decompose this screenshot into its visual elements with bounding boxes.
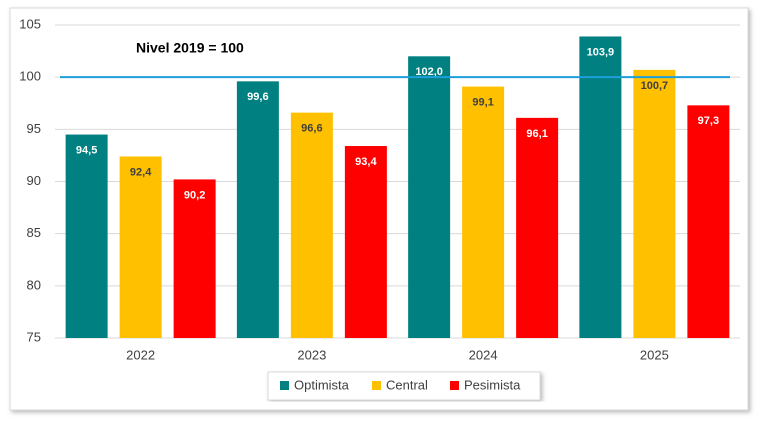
bar bbox=[687, 105, 730, 338]
value-label: 102,0 bbox=[415, 66, 443, 78]
legend-box bbox=[267, 371, 541, 401]
value-label: 96,1 bbox=[526, 128, 547, 140]
x-tick-label: 2023 bbox=[297, 347, 326, 362]
y-tick-label: 85 bbox=[27, 225, 41, 240]
bar bbox=[408, 56, 451, 339]
legend-swatch bbox=[280, 381, 289, 390]
bar bbox=[236, 81, 279, 338]
bar bbox=[173, 179, 216, 338]
value-label: 100,7 bbox=[641, 80, 669, 92]
bar bbox=[65, 134, 108, 338]
value-label: 90,2 bbox=[184, 189, 205, 201]
legend-label: Central bbox=[386, 377, 428, 392]
value-label: 96,6 bbox=[301, 123, 322, 135]
x-tick-label: 2025 bbox=[640, 347, 669, 362]
bar bbox=[290, 112, 333, 338]
y-tick-label: 75 bbox=[27, 329, 41, 344]
value-label: 92,4 bbox=[130, 166, 152, 178]
bar bbox=[119, 156, 162, 338]
y-tick-label: 80 bbox=[27, 277, 41, 292]
bar bbox=[516, 117, 559, 339]
x-tick-label: 2022 bbox=[126, 347, 155, 362]
value-label: 94,5 bbox=[76, 144, 97, 156]
bar bbox=[579, 36, 622, 339]
annotation: Nivel 2019 = 100 bbox=[136, 40, 244, 56]
y-tick-label: 105 bbox=[19, 16, 41, 31]
legend-label: Pesimista bbox=[464, 377, 521, 392]
value-label: 99,1 bbox=[472, 96, 493, 108]
bar bbox=[462, 86, 505, 338]
legend-swatch bbox=[372, 381, 381, 390]
y-tick-label: 90 bbox=[27, 173, 41, 188]
value-label: 97,3 bbox=[698, 115, 719, 127]
value-label: 93,4 bbox=[355, 156, 377, 168]
y-tick-label: 95 bbox=[27, 121, 41, 136]
x-tick-label: 2024 bbox=[469, 347, 498, 362]
bar bbox=[344, 146, 387, 338]
legend-label: Optimista bbox=[294, 377, 350, 392]
bar bbox=[633, 69, 676, 338]
value-label: 103,9 bbox=[587, 46, 615, 58]
y-tick-label: 100 bbox=[19, 69, 41, 84]
legend-swatch bbox=[450, 381, 459, 390]
value-label: 99,6 bbox=[247, 91, 268, 103]
